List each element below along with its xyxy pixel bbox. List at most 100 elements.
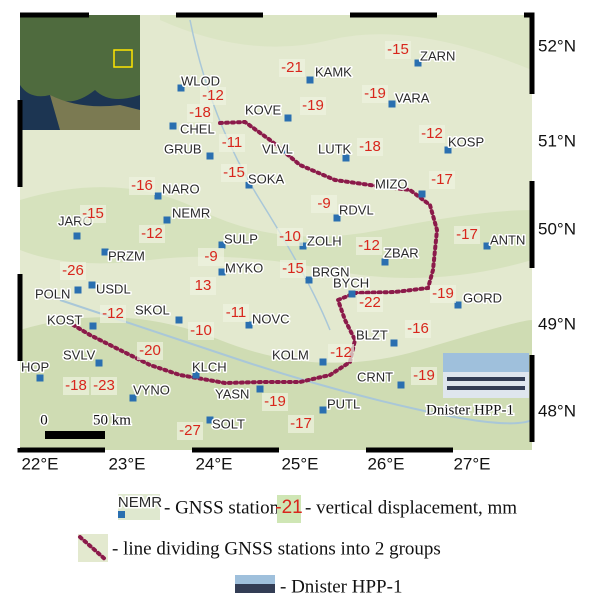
station-label: KOSP bbox=[448, 134, 484, 149]
station-marker bbox=[419, 191, 426, 198]
station-label: ANTN bbox=[490, 232, 525, 247]
station-marker bbox=[75, 287, 82, 294]
station-label: ZBAR bbox=[384, 245, 419, 260]
displacement-label: -27 bbox=[179, 422, 201, 439]
displacement-label: -15 bbox=[387, 41, 409, 58]
station-marker bbox=[90, 323, 97, 330]
legend-displacement-example: -21 bbox=[275, 497, 302, 518]
photo-stripe bbox=[447, 386, 525, 390]
station-label: RDVL bbox=[339, 202, 374, 217]
station-marker bbox=[307, 77, 314, 84]
station-label: CRNT bbox=[357, 369, 393, 384]
displacement-label: -15 bbox=[282, 260, 304, 277]
displacement-label: -19 bbox=[302, 97, 324, 114]
legend-displacement-text: - vertical displacement, mm bbox=[305, 497, 517, 518]
station-marker bbox=[164, 217, 171, 224]
displacement-label: -12 bbox=[141, 225, 163, 242]
latitude-label: 48°N bbox=[538, 401, 576, 420]
legend-hpp-building bbox=[235, 584, 275, 593]
station-label: VLVL bbox=[262, 141, 293, 156]
displacement-label: -19 bbox=[413, 367, 435, 384]
displacement-label: -9 bbox=[317, 195, 330, 212]
station-label: GORD bbox=[463, 290, 502, 305]
legend-station-example: NEMR bbox=[118, 494, 162, 511]
longitude-label: 26°E bbox=[367, 454, 404, 473]
longitude-label: 27°E bbox=[453, 454, 490, 473]
displacement-label: -18 bbox=[189, 104, 211, 121]
legend: NEMR - GNSS station -21 - vertical displ… bbox=[78, 494, 517, 597]
station-marker bbox=[257, 386, 264, 393]
station-label: SOLT bbox=[212, 416, 245, 431]
station-label: SVLV bbox=[63, 347, 96, 362]
legend-station-square bbox=[118, 511, 125, 518]
longitude-label: 25°E bbox=[281, 454, 318, 473]
station-label: NOVC bbox=[252, 311, 290, 326]
displacement-label: -16 bbox=[131, 177, 153, 194]
displacement-label: -10 bbox=[279, 228, 301, 245]
station-label: MIZO bbox=[375, 176, 408, 191]
legend-station-text: - GNSS station bbox=[164, 497, 280, 518]
displacement-label: -12 bbox=[421, 125, 443, 142]
station-marker bbox=[155, 193, 162, 200]
station-label: PUTL bbox=[327, 396, 360, 411]
station-label: SULP bbox=[224, 231, 258, 246]
station-marker bbox=[96, 360, 103, 367]
displacement-label: -11 bbox=[222, 134, 243, 151]
station-marker bbox=[349, 291, 356, 298]
station-marker bbox=[176, 317, 183, 324]
station-label: HOP bbox=[21, 359, 49, 374]
displacement-label: -26 bbox=[62, 262, 84, 279]
station-label: KAMK bbox=[315, 64, 352, 79]
displacement-label: -9 bbox=[204, 248, 217, 265]
displacement-label: -12 bbox=[330, 344, 352, 361]
displacement-label: -18 bbox=[65, 377, 87, 394]
scale-length: 50 km bbox=[93, 412, 131, 428]
figure: Dnister HPP-1 0 50 km NEMR - GNSS statio… bbox=[0, 0, 594, 608]
longitude-label: 24°E bbox=[195, 454, 232, 473]
station-label: ZARN bbox=[420, 48, 455, 63]
legend-hpp-text: - Dnister HPP-1 bbox=[280, 576, 402, 597]
latitude-label: 50°N bbox=[538, 219, 576, 238]
station-marker bbox=[285, 115, 292, 122]
displacement-label: -17 bbox=[290, 415, 312, 432]
latitude-label: 51°N bbox=[538, 131, 576, 150]
longitude-label: 23°E bbox=[108, 454, 145, 473]
station-marker bbox=[89, 282, 96, 289]
displacement-label: -16 bbox=[407, 320, 429, 337]
station-label: USDL bbox=[96, 281, 131, 296]
station-marker bbox=[320, 407, 327, 414]
station-label: LUTK bbox=[318, 141, 352, 156]
hpp-photo bbox=[443, 353, 529, 398]
displacement-label: -19 bbox=[432, 285, 454, 302]
displacement-label: -12 bbox=[102, 305, 124, 322]
displacement-label: -23 bbox=[93, 377, 115, 394]
station-label: VARA bbox=[395, 90, 430, 105]
displacement-label: -12 bbox=[358, 237, 380, 254]
latitude-label: 49°N bbox=[538, 314, 576, 333]
displacement-label: -15 bbox=[82, 205, 104, 222]
station-label: BYCH bbox=[333, 275, 369, 290]
inset-land bbox=[20, 15, 140, 101]
station-marker bbox=[37, 375, 44, 382]
displacement-label: -10 bbox=[190, 322, 212, 339]
displacement-label: -17 bbox=[456, 226, 478, 243]
displacement-label: -12 bbox=[202, 87, 224, 104]
station-label: KOLM bbox=[272, 347, 309, 362]
station-label: PRZM bbox=[108, 248, 145, 263]
station-label: YASN bbox=[215, 386, 249, 401]
station-label: ZOLH bbox=[307, 233, 342, 248]
displacement-label: -19 bbox=[364, 85, 386, 102]
station-marker bbox=[207, 153, 214, 160]
station-label: NEMR bbox=[172, 205, 210, 220]
station-marker bbox=[170, 123, 177, 130]
station-label: KLCH bbox=[192, 359, 227, 374]
station-label: VYNO bbox=[133, 382, 170, 397]
station-marker bbox=[398, 382, 405, 389]
station-label: KOVE bbox=[245, 102, 281, 117]
station-label: MYKO bbox=[225, 260, 263, 275]
station-marker bbox=[74, 233, 81, 240]
station-label: SKOL bbox=[135, 302, 170, 317]
displacement-label: -21 bbox=[281, 59, 303, 76]
displacement-label: -18 bbox=[359, 138, 381, 155]
latitude-label: 52°N bbox=[538, 36, 576, 55]
